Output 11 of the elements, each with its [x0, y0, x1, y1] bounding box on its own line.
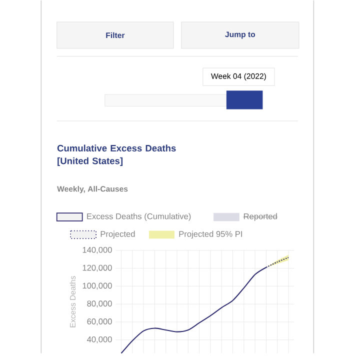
y-tick-label: 80,000	[87, 300, 112, 308]
legend-label: Projected 95% PI	[179, 230, 242, 239]
y-tick-label: 140,000	[82, 246, 112, 254]
legend-label: Reported	[244, 213, 277, 221]
y-tick-label: 120,000	[82, 264, 112, 272]
legend-label: Projected	[100, 230, 135, 239]
y-tick-label: 100,000	[82, 282, 112, 290]
chart-title: Cumulative Excess Deaths [United States]	[57, 144, 176, 166]
legend-label: Excess Deaths (Cumulative)	[87, 213, 191, 221]
y-tick-label: 60,000	[87, 318, 112, 326]
y-tick-label: 40,000	[87, 336, 112, 344]
